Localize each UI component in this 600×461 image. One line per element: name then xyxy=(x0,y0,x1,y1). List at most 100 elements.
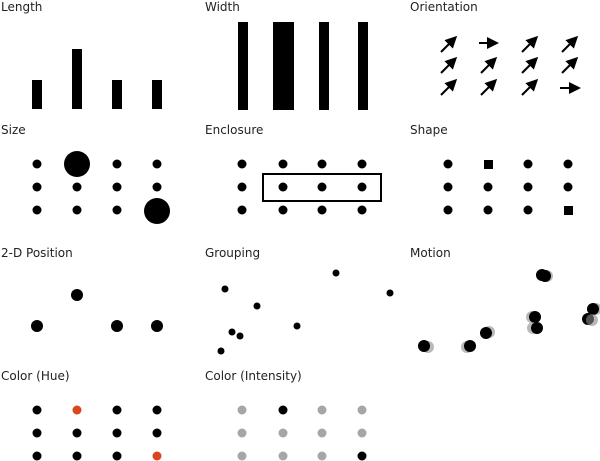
dot xyxy=(31,320,43,332)
color-intensity-panel xyxy=(238,406,367,461)
dot xyxy=(33,452,42,461)
arrow-icon xyxy=(481,81,495,95)
length-bar xyxy=(112,80,122,109)
dot xyxy=(33,183,42,192)
dot xyxy=(73,206,82,215)
motion-panel xyxy=(418,269,600,353)
square-mark xyxy=(484,160,493,169)
dot xyxy=(33,206,42,215)
dot xyxy=(73,183,82,192)
motion-dot xyxy=(461,340,476,353)
dot xyxy=(153,183,162,192)
dot xyxy=(358,452,367,461)
dot xyxy=(279,206,288,215)
dot-accent xyxy=(73,406,82,415)
shape-panel xyxy=(444,160,574,216)
dot xyxy=(294,323,301,330)
dot xyxy=(318,160,327,169)
orientation-panel xyxy=(441,38,578,95)
arrow-icon xyxy=(562,59,576,73)
dot xyxy=(113,206,122,215)
dot xyxy=(153,429,162,438)
dot xyxy=(318,183,327,192)
dot xyxy=(151,320,163,332)
dot xyxy=(153,160,162,169)
arrow-icon xyxy=(562,38,576,52)
dot xyxy=(153,406,162,415)
dot xyxy=(238,183,247,192)
dot xyxy=(33,160,42,169)
length-bar xyxy=(72,49,82,109)
dot-large xyxy=(144,198,170,224)
arrow-icon xyxy=(522,38,536,52)
dot xyxy=(113,429,122,438)
grouping-panel xyxy=(218,270,394,355)
dot-light xyxy=(318,406,327,415)
dot xyxy=(238,160,247,169)
dot xyxy=(279,160,288,169)
dot xyxy=(71,289,83,301)
width-bar xyxy=(319,22,329,110)
dot xyxy=(229,329,236,336)
dot xyxy=(484,183,493,192)
arrow-icon xyxy=(522,81,536,95)
dot xyxy=(279,183,288,192)
dot xyxy=(387,290,394,297)
length-bar xyxy=(152,80,162,109)
dot-light xyxy=(318,429,327,438)
square-mark xyxy=(564,206,573,215)
dot xyxy=(111,320,123,332)
dot xyxy=(444,206,453,215)
dot xyxy=(279,406,288,415)
dot-light xyxy=(238,429,247,438)
dot xyxy=(113,406,122,415)
dot xyxy=(564,160,573,169)
width-bar xyxy=(273,22,294,110)
dot xyxy=(524,206,533,215)
dot xyxy=(524,183,533,192)
motion-dot xyxy=(536,269,553,282)
color-hue-panel xyxy=(33,406,162,461)
motion-dot xyxy=(418,340,434,353)
dot xyxy=(318,206,327,215)
enclosure-panel xyxy=(238,160,382,215)
dot-light xyxy=(358,429,367,438)
motion-dot xyxy=(582,303,600,326)
dot-light xyxy=(358,406,367,415)
dot xyxy=(222,286,229,293)
dot-light xyxy=(238,452,247,461)
dot-light xyxy=(279,429,288,438)
dot xyxy=(444,160,453,169)
dot xyxy=(358,206,367,215)
arrow-icon xyxy=(441,81,455,95)
width-panel xyxy=(238,22,368,110)
motion-dot xyxy=(526,311,543,334)
dot-accent xyxy=(153,452,162,461)
arrow-icon xyxy=(441,38,455,52)
dot xyxy=(484,206,493,215)
length-panel xyxy=(32,49,162,109)
dot xyxy=(237,333,244,340)
width-bar xyxy=(358,22,368,110)
dot-light xyxy=(238,406,247,415)
dot xyxy=(113,452,122,461)
position-2d-panel xyxy=(31,289,163,332)
dot-light xyxy=(279,452,288,461)
dot xyxy=(358,183,367,192)
dot xyxy=(524,160,533,169)
width-bar xyxy=(238,22,248,110)
size-panel xyxy=(33,151,171,224)
dot xyxy=(254,303,261,310)
dot xyxy=(564,183,573,192)
dot xyxy=(113,183,122,192)
dot xyxy=(73,429,82,438)
length-bar xyxy=(32,80,42,109)
dot-light xyxy=(318,452,327,461)
dot xyxy=(33,406,42,415)
arrow-icon xyxy=(522,59,536,73)
dot xyxy=(444,183,453,192)
dot-large xyxy=(64,151,90,177)
dot xyxy=(333,270,340,277)
dot xyxy=(218,348,225,355)
